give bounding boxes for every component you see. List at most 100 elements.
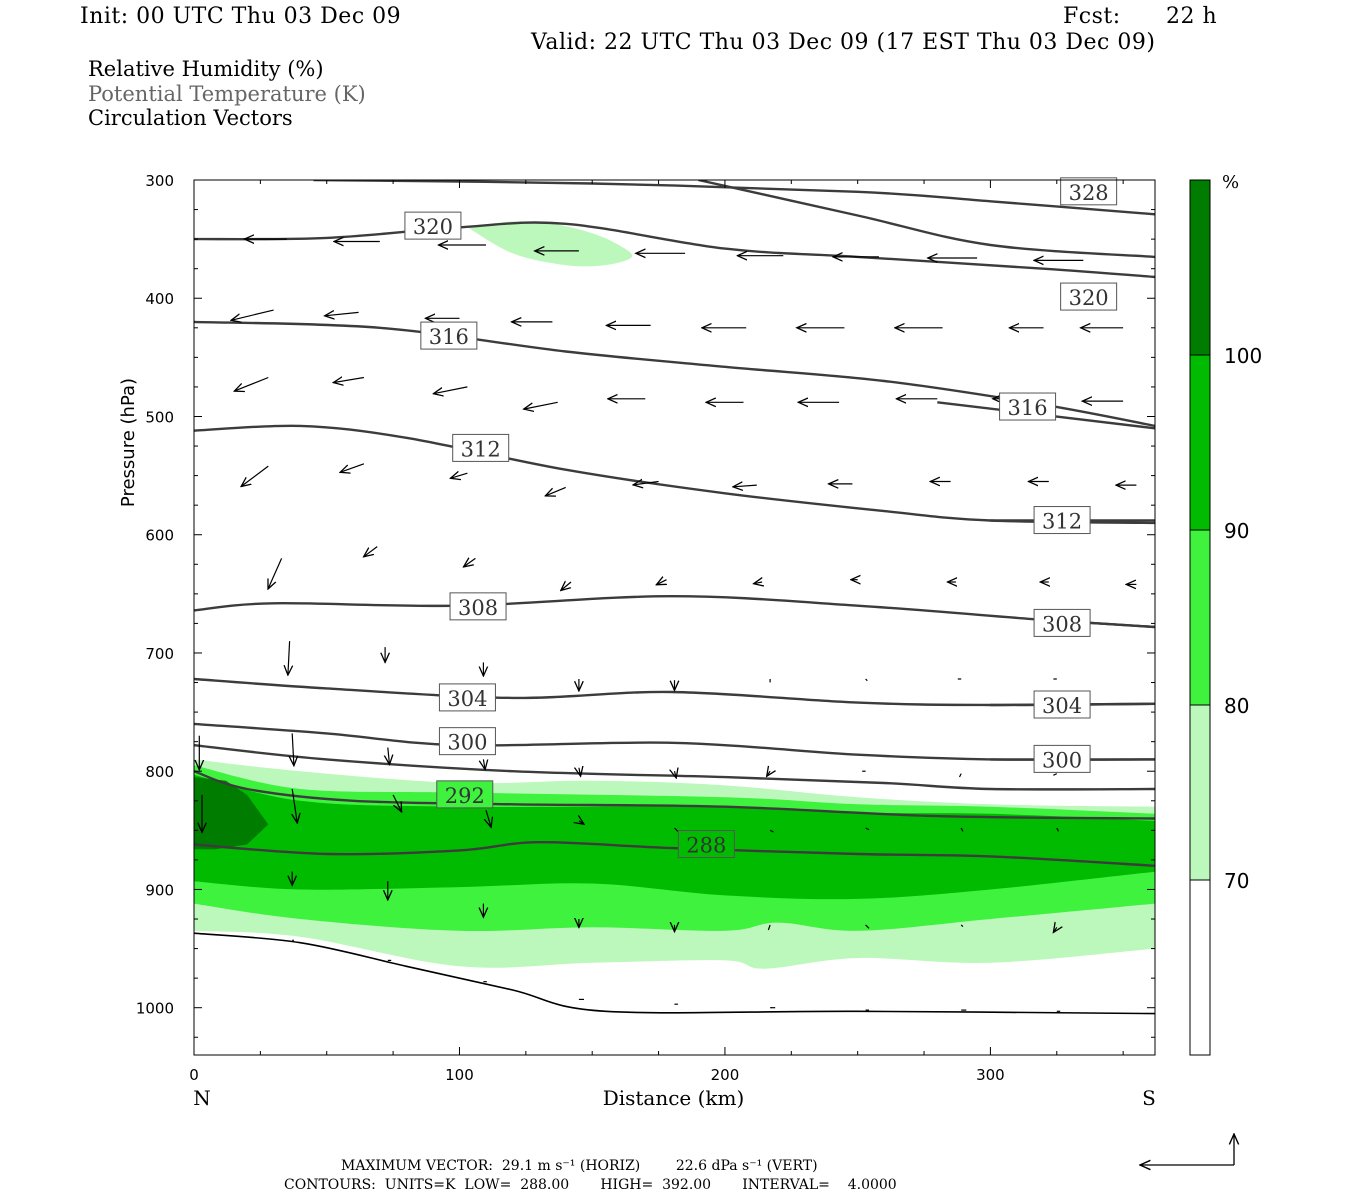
circulation-vector bbox=[656, 580, 666, 585]
circulation-vector bbox=[483, 759, 485, 769]
rh-fill-70-4 bbox=[467, 221, 633, 267]
theta-contour-300-11 bbox=[194, 722, 1155, 761]
circulation-vector bbox=[292, 733, 294, 765]
circulation-vector bbox=[960, 924, 964, 928]
circulation-vector bbox=[767, 924, 771, 931]
contour-label-box-308 bbox=[1033, 608, 1091, 637]
theta-contour-312-5 bbox=[194, 424, 1155, 525]
circulation-vector bbox=[1053, 927, 1056, 932]
y-tick-label: 700 bbox=[145, 645, 174, 663]
contour-label-300: 300 bbox=[447, 731, 487, 755]
circulation-vector bbox=[524, 401, 558, 409]
contour-info-note: CONTOURS: UNITS=K LOW= 288.00 HIGH= 392.… bbox=[284, 1177, 897, 1193]
theta-contour-288-15 bbox=[194, 840, 1155, 867]
contour-label-box-288 bbox=[677, 830, 735, 859]
circulation-vector bbox=[579, 821, 584, 824]
field-title-rh: Relative Humidity (%) bbox=[88, 57, 324, 81]
circulation-vector bbox=[288, 641, 290, 675]
contour-label-304: 304 bbox=[447, 687, 487, 711]
colorbar-tick-label: 80 bbox=[1224, 694, 1249, 718]
theta-contour-292-14 bbox=[194, 770, 1155, 820]
circulation-vector bbox=[769, 829, 774, 833]
field-title-vectors: Circulation Vectors bbox=[88, 106, 293, 130]
y-axis-label: Pressure (hPa) bbox=[118, 378, 139, 507]
x-tick-label: 0 bbox=[189, 1066, 199, 1084]
contour-label-312: 312 bbox=[1042, 510, 1082, 534]
circulation-vector bbox=[958, 773, 962, 778]
max-vector-note: MAXIMUM VECTOR: 29.1 m s⁻¹ (HORIZ) 22.6 … bbox=[341, 1158, 818, 1174]
circulation-vector bbox=[675, 771, 677, 778]
x-tick-label: 100 bbox=[445, 1066, 474, 1084]
colorbar-frame bbox=[1189, 179, 1211, 1056]
south-end-label: S bbox=[1142, 1086, 1156, 1110]
circulation-vector bbox=[268, 558, 283, 589]
contour-label-300: 300 bbox=[1042, 748, 1082, 772]
contour-label-box-316 bbox=[420, 321, 478, 350]
contour-label-box-300 bbox=[1033, 744, 1091, 773]
y-tick-label: 300 bbox=[145, 172, 174, 190]
colorbar-segment bbox=[1190, 530, 1210, 705]
theta-contour-308-7 bbox=[194, 594, 1155, 629]
theta-contour-328-0 bbox=[313, 180, 1155, 216]
y-tick-label: 500 bbox=[145, 408, 174, 426]
colorbar-tick-label: 90 bbox=[1224, 519, 1249, 543]
contour-label-320: 320 bbox=[413, 215, 453, 239]
circulation-vector bbox=[674, 827, 679, 832]
circulation-vector bbox=[450, 473, 468, 478]
theta-contour-284-16 bbox=[194, 932, 1155, 1015]
circulation-vector bbox=[561, 582, 572, 591]
circulation-vector bbox=[325, 312, 359, 315]
contour-label-320: 320 bbox=[1069, 286, 1109, 310]
contour-label-box-312 bbox=[1033, 506, 1091, 535]
circulation-vector bbox=[865, 678, 868, 682]
contour-label-box-292 bbox=[436, 780, 494, 809]
contour-label-box-320 bbox=[404, 211, 462, 240]
circulation-vector bbox=[333, 378, 364, 383]
circulation-vector bbox=[960, 827, 964, 832]
circulation-vector bbox=[392, 794, 402, 812]
contour-label-316: 316 bbox=[1008, 396, 1048, 420]
x-tick-label: 200 bbox=[711, 1066, 740, 1084]
y-tick-label: 1000 bbox=[136, 1000, 174, 1018]
x-tick-label: 300 bbox=[976, 1066, 1005, 1084]
circulation-vector bbox=[241, 465, 269, 486]
contour-label-308: 308 bbox=[1042, 612, 1082, 636]
circulation-vector bbox=[1053, 773, 1058, 776]
colorbar-segment bbox=[1190, 705, 1210, 880]
contour-label-288: 288 bbox=[686, 834, 726, 858]
circulation-vector bbox=[433, 386, 468, 394]
circulation-vector bbox=[486, 810, 491, 827]
contour-label-304: 304 bbox=[1042, 694, 1082, 718]
contour-label-box-304 bbox=[1033, 690, 1091, 719]
circulation-vector bbox=[464, 558, 476, 567]
contour-label-316: 316 bbox=[429, 325, 469, 349]
y-tick-label: 400 bbox=[145, 290, 174, 308]
forecast-label: Fcst: bbox=[1063, 4, 1121, 29]
contour-label-box-328 bbox=[1060, 177, 1118, 206]
colorbar-tick-label: 100 bbox=[1224, 344, 1262, 368]
circulation-vector bbox=[865, 924, 870, 929]
circulation-vector bbox=[340, 463, 365, 473]
y-tick-label: 900 bbox=[145, 881, 174, 899]
circulation-vector bbox=[733, 485, 757, 487]
theta-contour-320-1 bbox=[194, 221, 1155, 279]
contour-label-308: 308 bbox=[458, 596, 498, 620]
plot-frame bbox=[193, 179, 1156, 1056]
colorbar-tick-label: 70 bbox=[1224, 869, 1249, 893]
init-time: Init: 00 UTC Thu 03 Dec 09 bbox=[80, 4, 402, 29]
valid-time: Valid: 22 UTC Thu 03 Dec 09 (17 EST Thu … bbox=[531, 30, 1156, 55]
contour-label-box-300 bbox=[438, 727, 496, 756]
y-tick-label: 600 bbox=[145, 527, 174, 545]
contour-label-312: 312 bbox=[461, 437, 501, 461]
contour-label-box-316 bbox=[999, 392, 1057, 421]
circulation-vector bbox=[579, 768, 581, 777]
x-axis-label: Distance (km) bbox=[603, 1086, 745, 1110]
circulation-vector bbox=[633, 482, 659, 485]
circulation-vector bbox=[1056, 827, 1060, 832]
circulation-vector bbox=[754, 582, 763, 584]
rh-fill-100-3 bbox=[194, 777, 269, 850]
circulation-vector bbox=[234, 376, 269, 392]
colorbar-segment bbox=[1190, 880, 1210, 1055]
rh-fill-90-2 bbox=[194, 774, 1155, 900]
contour-label-box-320 bbox=[1060, 282, 1118, 311]
